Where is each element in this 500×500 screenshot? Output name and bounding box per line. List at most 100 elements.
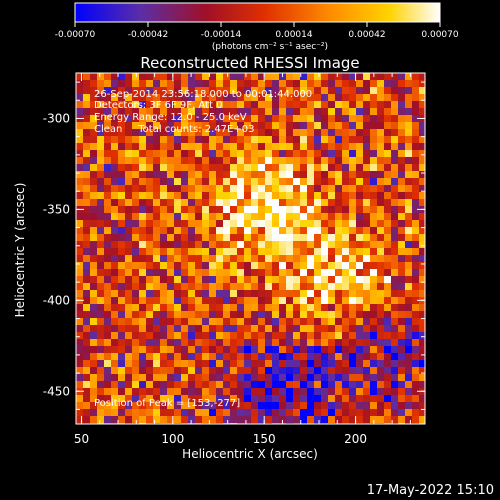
heatmap-cell <box>335 367 342 374</box>
heatmap-cell <box>279 157 286 164</box>
heatmap-cell <box>377 80 384 87</box>
heatmap-cell <box>195 353 202 360</box>
heatmap-cell <box>174 325 181 332</box>
heatmap-cell <box>363 402 370 409</box>
heatmap-cell <box>321 129 328 136</box>
heatmap-cell <box>202 304 209 311</box>
heatmap-cell <box>391 213 398 220</box>
heatmap-cell <box>83 101 90 108</box>
heatmap-cell <box>349 381 356 388</box>
heatmap-cell <box>265 185 272 192</box>
heatmap-cell <box>97 199 104 206</box>
heatmap-cell <box>153 150 160 157</box>
heatmap-cell <box>244 381 251 388</box>
heatmap-cell <box>223 283 230 290</box>
heatmap-cell <box>335 269 342 276</box>
heatmap-cell <box>174 220 181 227</box>
heatmap-cell <box>83 143 90 150</box>
heatmap-cell <box>342 304 349 311</box>
heatmap-cell <box>146 241 153 248</box>
heatmap-cell <box>83 262 90 269</box>
heatmap-cell <box>293 360 300 367</box>
heatmap-cell <box>272 318 279 325</box>
heatmap-cell <box>111 332 118 339</box>
heatmap-cell <box>111 360 118 367</box>
heatmap-cell <box>195 234 202 241</box>
heatmap-cell <box>265 381 272 388</box>
heatmap-cell <box>83 150 90 157</box>
heatmap-cell <box>335 276 342 283</box>
heatmap-cell <box>279 101 286 108</box>
heatmap-cell <box>230 234 237 241</box>
heatmap-cell <box>160 73 167 80</box>
heatmap-cell <box>223 360 230 367</box>
heatmap-cell <box>153 227 160 234</box>
heatmap-cell <box>125 332 132 339</box>
heatmap-cell <box>419 381 425 388</box>
heatmap-cell <box>167 87 174 94</box>
heatmap-cell <box>356 311 363 318</box>
heatmap-cell <box>90 115 97 122</box>
heatmap-cell <box>405 367 412 374</box>
heatmap-cell <box>244 136 251 143</box>
heatmap-cell <box>216 381 223 388</box>
heatmap-cell <box>160 94 167 101</box>
heatmap-cell <box>97 150 104 157</box>
heatmap-cell <box>230 87 237 94</box>
heatmap-cell <box>97 227 104 234</box>
heatmap-cell <box>237 136 244 143</box>
heatmap-cell <box>104 367 111 374</box>
heatmap-cell <box>230 304 237 311</box>
heatmap-cell <box>90 87 97 94</box>
heatmap-cell <box>370 248 377 255</box>
heatmap-cell <box>419 122 425 129</box>
heatmap-cell <box>167 241 174 248</box>
heatmap-cell <box>405 262 412 269</box>
heatmap-cell <box>377 381 384 388</box>
heatmap-cell <box>118 381 125 388</box>
heatmap-cell <box>300 416 307 423</box>
heatmap-cell <box>363 269 370 276</box>
heatmap-cell <box>384 115 391 122</box>
heatmap-cell <box>272 234 279 241</box>
heatmap-cell <box>111 381 118 388</box>
heatmap-cell <box>237 185 244 192</box>
heatmap-cell <box>356 185 363 192</box>
heatmap-cell <box>300 129 307 136</box>
heatmap-cell <box>419 101 425 108</box>
heatmap-cell <box>384 101 391 108</box>
heatmap-cell <box>90 80 97 87</box>
heatmap-cell <box>90 157 97 164</box>
heatmap-cell <box>230 80 237 87</box>
heatmap-cell <box>174 374 181 381</box>
heatmap-cell <box>300 262 307 269</box>
heatmap-cell <box>307 227 314 234</box>
heatmap-cell <box>209 73 216 80</box>
heatmap-cell <box>167 101 174 108</box>
heatmap-cell <box>349 346 356 353</box>
heatmap-cell <box>244 248 251 255</box>
heatmap-cell <box>419 325 425 332</box>
heatmap-cell <box>139 220 146 227</box>
heatmap-cell <box>377 346 384 353</box>
heatmap-cell <box>300 311 307 318</box>
heatmap-cell <box>356 213 363 220</box>
heatmap-cell <box>370 199 377 206</box>
heatmap-cell <box>97 409 104 416</box>
heatmap-cell <box>370 311 377 318</box>
heatmap-cell <box>97 206 104 213</box>
heatmap-cell <box>370 234 377 241</box>
heatmap-cell <box>181 290 188 297</box>
heatmap-cell <box>146 199 153 206</box>
heatmap-cell <box>181 381 188 388</box>
heatmap-cell <box>272 360 279 367</box>
heatmap-cell <box>125 227 132 234</box>
heatmap-cell <box>391 171 398 178</box>
heatmap-cell <box>342 262 349 269</box>
heatmap-cell <box>293 234 300 241</box>
heatmap-cell <box>97 143 104 150</box>
heatmap-cell <box>125 374 132 381</box>
heatmap-cell <box>335 381 342 388</box>
heatmap-cell <box>405 304 412 311</box>
heatmap-cell <box>272 388 279 395</box>
